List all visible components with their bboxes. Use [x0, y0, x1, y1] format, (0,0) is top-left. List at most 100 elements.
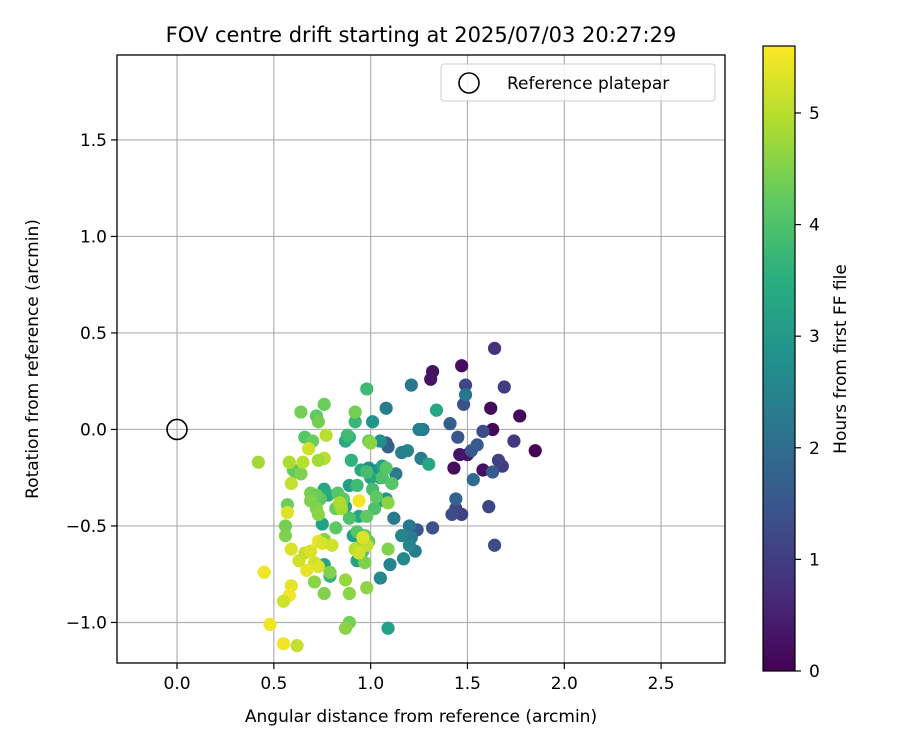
x-tick-label: 1.5: [454, 674, 481, 694]
scatter-point: [422, 457, 436, 471]
scatter-point: [284, 476, 298, 491]
chart-title: FOV centre drift starting at 2025/07/03 …: [166, 23, 677, 47]
legend-marker-reference-platepar: [458, 72, 480, 94]
scatter-point: [449, 492, 463, 506]
scatter-point: [294, 405, 308, 419]
scatter-point: [369, 490, 384, 504]
scatter-point: [476, 424, 490, 438]
scatter-point: [278, 519, 293, 533]
scatter-point: [451, 430, 465, 444]
scatter-point: [356, 530, 370, 545]
scatter-point: [329, 521, 343, 535]
scatter-point: [348, 415, 362, 429]
scatter-point: [311, 453, 325, 467]
scatter-point: [379, 401, 393, 415]
scatter-point: [373, 571, 387, 585]
scatter-point: [263, 617, 277, 631]
scatter-point: [282, 455, 296, 469]
scatter-point: [443, 417, 457, 431]
scatter-point: [276, 594, 291, 608]
x-tick-label: 0.5: [260, 674, 287, 694]
scatter-point: [458, 388, 473, 402]
y-tick-label: −0.5: [66, 517, 107, 537]
scatter-point: [342, 586, 356, 601]
scatter-point: [280, 505, 294, 520]
grid-lines: [117, 55, 725, 663]
scatter-point: [360, 509, 374, 523]
scatter-point: [387, 511, 401, 525]
scatter-point: [340, 428, 355, 442]
scatter-point: [323, 565, 337, 579]
scatter-point: [381, 621, 395, 635]
x-axis-label: Angular distance from reference (arcmin): [245, 707, 597, 727]
scatter-point: [379, 461, 393, 475]
scatter-point: [470, 438, 484, 452]
scatter-point: [445, 507, 459, 521]
scatter-point: [311, 415, 325, 429]
scatter-point: [385, 476, 399, 491]
scatter-point: [507, 434, 521, 448]
scatter-point: [412, 422, 426, 437]
scatter-point: [311, 507, 325, 521]
x-tick-label: 1.0: [357, 674, 384, 694]
scatter-point: [352, 494, 366, 508]
scatter-point: [358, 556, 372, 570]
y-axis-ticks: −1.0 −0.5 0.0 0.5 1.0 1.5: [66, 131, 117, 633]
y-tick-label: 0.5: [80, 324, 107, 344]
colorbar-tick-label: 4: [809, 216, 820, 236]
scatter-point: [365, 415, 380, 429]
scatter-point: [396, 552, 411, 566]
scatter-point: [344, 453, 358, 467]
legend-box: [440, 63, 716, 102]
scatter-point: [290, 639, 304, 653]
scatter-point: [284, 542, 298, 556]
scatter-point: [251, 455, 265, 469]
scatter-point: [317, 586, 331, 601]
x-axis-ticks: 0.0 0.5 1.0 1.5 2.0 2.5: [164, 663, 675, 694]
scatter-point: [487, 341, 502, 355]
scatter-point: [302, 442, 316, 456]
scatter-point: [352, 546, 366, 560]
scatter-point: [348, 405, 362, 419]
reference-platepar-marker: [166, 418, 188, 441]
scatter-point: [350, 478, 364, 493]
colorbar-tick-label: 5: [809, 104, 820, 124]
scatter-point: [482, 500, 496, 514]
scatter-point: [307, 575, 322, 589]
scatter-point: [342, 511, 356, 525]
colorbar-tick-label: 0: [809, 662, 820, 682]
scatter-point: [402, 519, 416, 533]
scatter-point: [491, 453, 506, 467]
scatter-points: [251, 341, 542, 653]
scatter-point: [426, 521, 440, 535]
colorbar-ticks: 0 1 2 3 4 5: [795, 104, 820, 682]
scatter-point: [429, 403, 444, 417]
scatter-point: [424, 372, 438, 386]
scatter-point: [497, 380, 511, 394]
scatter-point: [325, 538, 339, 552]
scatter-point: [395, 529, 409, 543]
scatter-point: [455, 359, 469, 373]
y-tick-label: 1.0: [80, 227, 107, 247]
colorbar-label: Hours from first FF file: [831, 264, 851, 454]
y-tick-label: 1.5: [80, 131, 107, 151]
scatter-point: [364, 436, 378, 450]
scatter-point: [447, 461, 461, 475]
scatter-point: [528, 444, 542, 458]
scatter-point: [300, 563, 314, 577]
scatter-point: [319, 428, 333, 442]
x-tick-label: 2.5: [648, 674, 675, 694]
scatter-point: [487, 538, 502, 552]
colorbar-tick-label: 1: [809, 550, 820, 570]
scatter-point: [360, 382, 374, 396]
scatter-point: [304, 544, 318, 558]
scatter-point: [484, 401, 498, 415]
x-tick-label: 0.0: [164, 674, 191, 694]
scatter-point: [278, 529, 293, 543]
scatter-point: [311, 559, 325, 574]
scatter-point: [486, 465, 500, 479]
y-axis-label: Rotation from reference (arcmin): [23, 219, 43, 499]
scatter-point: [333, 496, 347, 510]
scatter-point: [296, 455, 310, 469]
